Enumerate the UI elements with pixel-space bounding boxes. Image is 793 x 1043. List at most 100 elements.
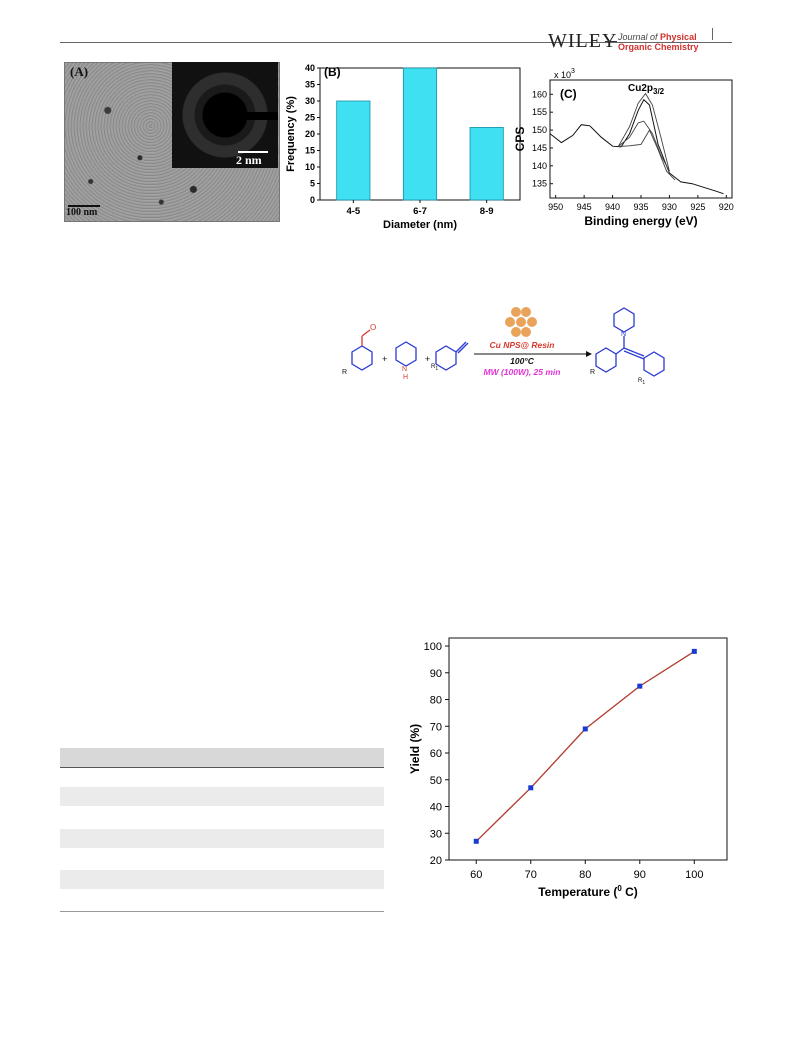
chart-yield-xtick-label: 80 <box>579 869 591 881</box>
chart-yield-axes <box>448 637 728 861</box>
plus-1: + <box>382 354 387 364</box>
chart-c-ytick-label: 150 <box>532 125 547 135</box>
chart-c-xtick-label: 945 <box>577 202 592 212</box>
table-row <box>60 870 384 889</box>
chart-yield-ytick-label: 80 <box>430 695 442 707</box>
chart-b-ytick-label: 10 <box>305 162 315 172</box>
inset-scale-text: 2 nm <box>236 153 262 167</box>
chart-yield-series <box>473 648 697 844</box>
r1-index: 1 <box>435 366 438 372</box>
product-n: N <box>621 331 626 338</box>
chart-b-ylabel: Frequency (%) <box>285 96 297 172</box>
chart-yield-vs-temperature: 20 30 40 50 60 70 80 90 100 60 70 80 90 100 Yield (%… <box>408 637 728 899</box>
chart-yield-marker <box>473 838 479 844</box>
chart-yield-ytick-label: 20 <box>430 855 442 867</box>
chart-yield-frame <box>448 637 728 861</box>
panel-a-label: (A) <box>70 64 89 79</box>
chart-yield-marker <box>691 648 697 654</box>
chart-c-ytick-label: 160 <box>532 89 547 99</box>
chart-b-ytick-label: 5 <box>310 179 315 189</box>
chart-b-xtick-label: 4-5 <box>346 206 360 217</box>
chart-c-xtick-label: 935 <box>633 202 648 212</box>
chart-yield-xtick-label: 100 <box>685 869 703 881</box>
journal-logo: Journal of Physical Organic Chemistry <box>618 32 699 52</box>
exponent-power: 3 <box>571 68 575 75</box>
chart-c-ytick-label: 145 <box>532 143 547 153</box>
benzaldehyde-structure <box>351 329 373 371</box>
chart-c-axes <box>549 79 733 199</box>
conditions-label: MW (100W), 25 min <box>484 367 561 377</box>
aldehyde-o: O <box>370 323 376 332</box>
substituent-r: R <box>342 369 347 376</box>
chart-c-xlabel: Binding energy (eV) <box>584 214 697 228</box>
chart-b-ytick-label: 40 <box>305 63 315 73</box>
chart-c-frame <box>549 79 733 199</box>
chart-c-lines <box>549 92 724 195</box>
chart-c-xticks: 950 945 940 935 930 925 920 <box>548 195 734 212</box>
chart-b-xtick-label: 8-9 <box>480 206 494 217</box>
table-row <box>60 848 384 867</box>
product-r1-index: 1 <box>642 380 645 386</box>
r1-base: R <box>431 364 436 370</box>
table-row <box>60 889 384 908</box>
propargylamine-product-structure <box>595 307 665 377</box>
chart-b-ytick-label: 15 <box>305 146 315 156</box>
table-row <box>60 829 384 848</box>
table-header-rule <box>60 767 384 768</box>
page-tick <box>712 28 713 40</box>
xlabel-main: Temperature ( <box>538 885 617 899</box>
chart-b-bar <box>336 100 371 201</box>
header-rule <box>60 42 732 43</box>
inset-scale-bar <box>238 151 268 153</box>
chart-yield-xticks: 60 70 80 90 100 <box>470 860 703 881</box>
chart-b-bar <box>469 127 504 201</box>
table-row <box>60 787 384 806</box>
chart-yield-xtick-label: 70 <box>525 869 537 881</box>
chart-yield-ytick-label: 30 <box>430 828 442 840</box>
peak-label-main: Cu2p <box>628 83 653 94</box>
journal-line2: Organic Chemistry <box>618 42 699 52</box>
chart-b-ytick-label: 30 <box>305 96 315 106</box>
chart-b-xtick-label: 6-7 <box>413 206 427 217</box>
chart-c-series-line <box>549 98 724 195</box>
chart-yield-ytick-label: 40 <box>430 802 442 814</box>
journal-prefix: Journal of <box>618 32 658 42</box>
chart-b-ytick-label: 25 <box>305 113 315 123</box>
chart-yield-ytick-label: 90 <box>430 668 442 680</box>
chart-yield-ylabel: Yield (%) <box>408 724 422 774</box>
piperidine-h: H <box>403 374 408 381</box>
reaction-arrowhead <box>586 351 592 357</box>
table-bottom-rule <box>60 911 384 912</box>
chart-b-diameter-histogram: (B) 0 5 10 15 20 25 30 35 40 4-5 6-7 8-9 Frequency… <box>285 63 521 231</box>
chart-b-bars <box>336 67 504 201</box>
chart-yield-xlabel: Temperature (0 C) <box>538 884 638 899</box>
chart-c-xtick-label: 930 <box>662 202 677 212</box>
product-r: R <box>590 369 595 376</box>
chart-c-xtick-label: 940 <box>605 202 620 212</box>
chart-c-ytick-label: 155 <box>532 107 547 117</box>
temperature-label: 100°C <box>510 356 535 366</box>
table-row <box>60 806 384 825</box>
chart-b-ytick-label: 20 <box>305 129 315 139</box>
chart-b-bar <box>402 67 438 201</box>
beam-stopper <box>212 112 278 120</box>
plus-2: + <box>425 354 430 364</box>
catalyst-label: Cu NPS@ Resin <box>490 340 555 350</box>
chart-c-series-line <box>618 129 676 181</box>
chart-yield-ytick-label: 50 <box>430 775 442 787</box>
panel-b-label: (B) <box>324 65 341 79</box>
chart-yield-xtick-label: 60 <box>470 869 482 881</box>
chart-yield-marker <box>582 726 588 732</box>
product-r1-base: R <box>638 378 643 384</box>
product-r1: R1 <box>638 378 645 386</box>
logo-dash <box>605 41 617 42</box>
catalyst-nanoparticles-icon <box>505 307 537 337</box>
chart-yield-yticks: 20 30 40 50 60 70 80 90 100 <box>424 641 449 867</box>
chart-c-series-line <box>617 92 670 172</box>
chart-c-series-line <box>618 120 670 172</box>
chart-c-xtick-label: 925 <box>690 202 705 212</box>
chart-yield-xtick-label: 90 <box>634 869 646 881</box>
peak-label-sub: 3/2 <box>653 87 665 96</box>
xlabel-end: C) <box>622 885 638 899</box>
chart-c-xtick-label: 920 <box>719 202 734 212</box>
